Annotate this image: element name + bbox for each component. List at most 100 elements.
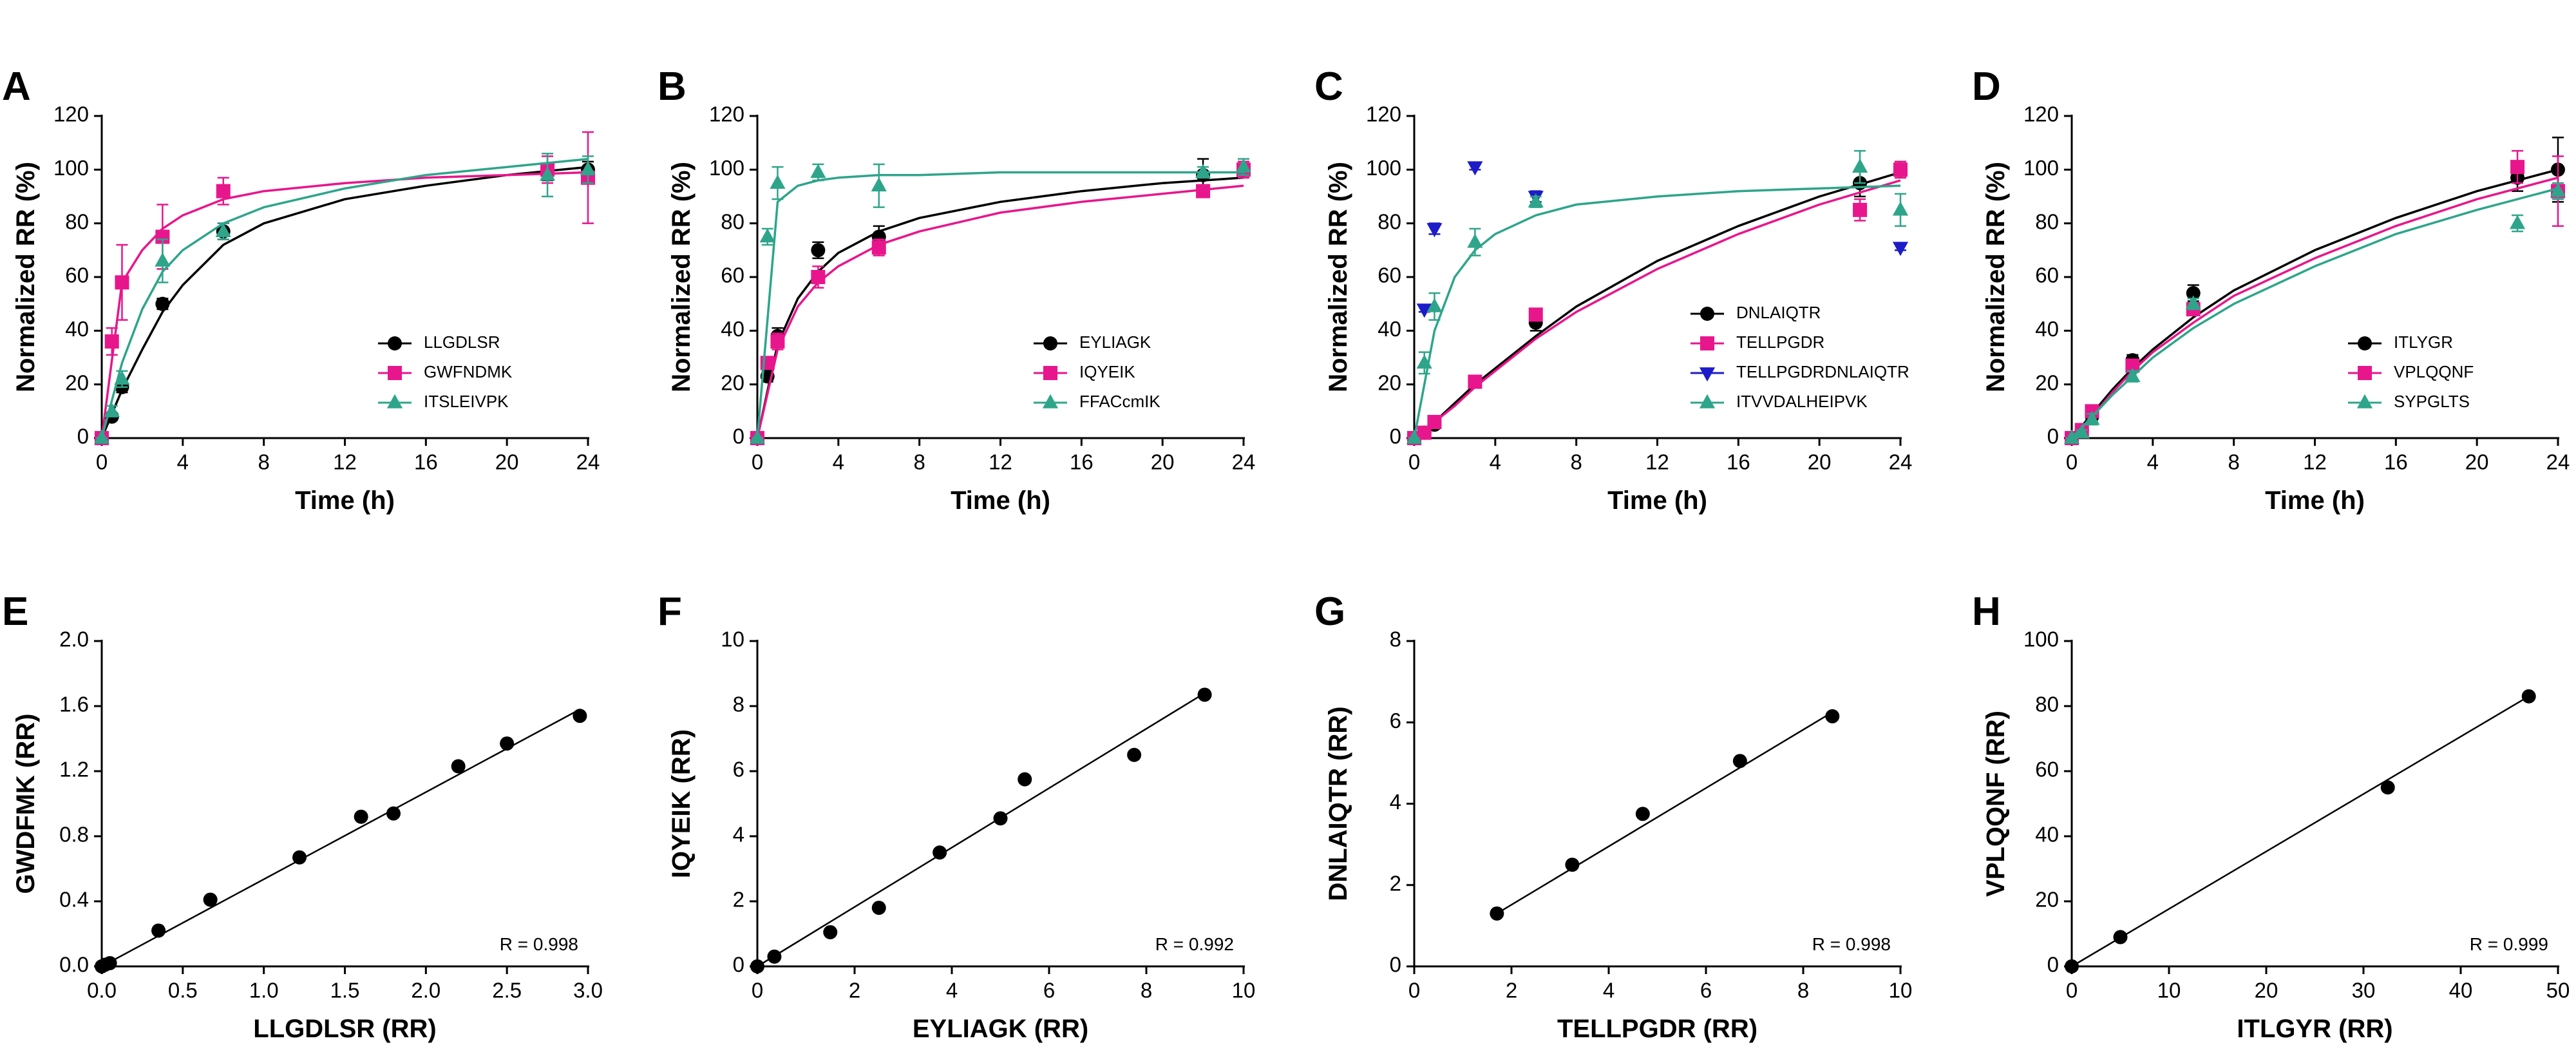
x-tick-label: 6 xyxy=(1043,979,1055,1002)
marker xyxy=(871,240,886,255)
y-axis-title: GWDFMK (RR) xyxy=(12,714,40,894)
marker xyxy=(811,243,826,258)
marker xyxy=(1892,242,1909,256)
y-tick-label: 20 xyxy=(721,370,744,394)
legend-marker xyxy=(1699,394,1716,408)
marker xyxy=(1416,354,1432,369)
y-tick-label: 80 xyxy=(1378,209,1401,233)
x-axis-title: TELLPGDR (RR) xyxy=(1557,1015,1757,1043)
y-tick-label: 100 xyxy=(1366,156,1401,180)
legend-marker xyxy=(388,336,402,350)
y-tick-label: 100 xyxy=(2023,628,2059,651)
marker xyxy=(993,811,1008,826)
marker xyxy=(871,229,886,244)
x-axis-title: Time (h) xyxy=(2265,486,2365,515)
marker xyxy=(750,959,764,973)
panel-label: C xyxy=(1314,64,1343,109)
y-tick-label: 60 xyxy=(721,264,744,287)
y-tick-label: 20 xyxy=(1378,370,1401,394)
y-tick-label: 120 xyxy=(1366,102,1401,126)
x-tick-label: 16 xyxy=(1727,450,1750,474)
marker xyxy=(1852,158,1868,173)
annotation: R = 0.998 xyxy=(500,934,578,954)
y-tick-label: 60 xyxy=(1378,264,1401,287)
annotation: R = 0.998 xyxy=(1812,934,1891,954)
legend-marker xyxy=(388,366,402,380)
legend-label: IQYEIK xyxy=(1079,362,1135,381)
legend-label: SYPGLTS xyxy=(2394,392,2470,411)
marker xyxy=(151,923,166,938)
x-tick-label: 4 xyxy=(833,450,844,474)
y-tick-label: 0 xyxy=(2047,425,2059,448)
y-tick-label: 4 xyxy=(1390,790,1401,814)
x-axis-title: Time (h) xyxy=(951,486,1050,515)
x-tick-label: 2 xyxy=(1506,979,1517,1002)
x-tick-label: 12 xyxy=(1645,450,1669,474)
fit-curve xyxy=(756,177,1244,439)
x-axis-title: Time (h) xyxy=(1607,486,1707,515)
marker xyxy=(539,166,556,181)
y-tick-label: 8 xyxy=(1390,628,1401,651)
x-tick-label: 2 xyxy=(849,979,860,1002)
legend-marker xyxy=(1700,307,1714,321)
marker xyxy=(1426,298,1443,312)
x-axis-title: Time (h) xyxy=(295,486,395,515)
marker xyxy=(155,229,170,244)
legend-marker xyxy=(2356,394,2373,408)
y-axis-title: DNLAIQTR (RR) xyxy=(1324,706,1352,901)
fit-curve xyxy=(1413,184,1901,439)
marker xyxy=(155,296,170,311)
legend-marker xyxy=(1042,394,1059,408)
fit-curve xyxy=(2070,187,2559,439)
y-tick-label: 0 xyxy=(77,425,89,448)
y-tick-label: 100 xyxy=(709,156,744,180)
fit-curve xyxy=(100,166,589,439)
fit-curve xyxy=(756,184,1244,439)
x-tick-label: 0 xyxy=(2066,979,2078,1002)
x-tick-label: 10 xyxy=(1232,979,1256,1002)
y-tick-label: 4 xyxy=(733,823,744,847)
marker xyxy=(1235,158,1252,173)
x-tick-label: 10 xyxy=(2157,979,2181,1002)
y-tick-label: 8 xyxy=(733,693,744,716)
marker xyxy=(1893,162,1908,177)
panel-label: A xyxy=(2,64,31,109)
x-tick-label: 6 xyxy=(1700,979,1712,1002)
marker xyxy=(1427,415,1442,429)
panel-label: E xyxy=(2,589,28,634)
y-tick-label: 2 xyxy=(733,888,744,912)
panel-label: H xyxy=(1972,589,2001,634)
marker xyxy=(871,177,887,192)
x-tick-label: 2.0 xyxy=(411,979,440,1002)
y-tick-label: 1.2 xyxy=(59,758,89,781)
y-tick-label: 40 xyxy=(2035,823,2059,847)
legend-label: TELLPGDR xyxy=(1736,332,1824,352)
marker xyxy=(2186,286,2201,300)
x-tick-label: 8 xyxy=(258,450,269,474)
y-axis-title: VPLQQNF (RR) xyxy=(1982,711,2010,897)
y-tick-label: 20 xyxy=(2035,370,2059,394)
y-tick-label: 0 xyxy=(733,953,744,977)
x-tick-label: 24 xyxy=(576,450,600,474)
legend-marker xyxy=(1699,367,1716,382)
y-tick-label: 40 xyxy=(65,317,89,341)
marker xyxy=(104,403,120,417)
fit-curve xyxy=(2070,177,2559,439)
marker xyxy=(451,759,466,774)
marker xyxy=(2065,959,2079,973)
x-tick-label: 4 xyxy=(2147,450,2159,474)
legend-label: EYLIAGK xyxy=(1079,332,1151,352)
y-tick-label: 2 xyxy=(1390,871,1401,895)
marker xyxy=(2084,410,2100,425)
regression-line xyxy=(757,692,1206,968)
y-tick-label: 6 xyxy=(733,758,744,781)
y-tick-label: 60 xyxy=(65,264,89,287)
y-tick-label: 40 xyxy=(1378,317,1401,341)
annotation: R = 0.992 xyxy=(1155,934,1234,954)
y-tick-label: 100 xyxy=(2023,156,2059,180)
panel-label: D xyxy=(1972,64,2001,109)
y-tick-label: 20 xyxy=(2035,888,2059,912)
marker xyxy=(2510,160,2525,175)
marker xyxy=(759,228,775,243)
